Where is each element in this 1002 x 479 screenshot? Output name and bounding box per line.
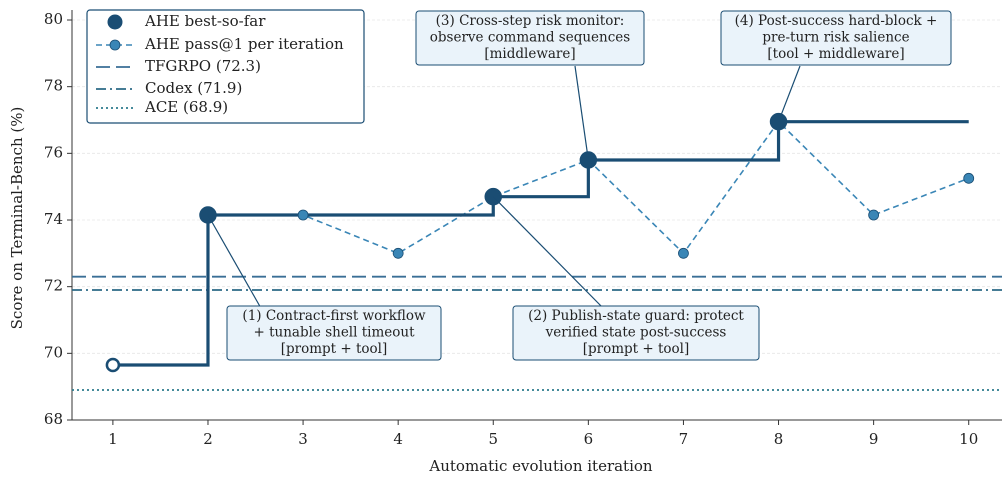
x-tick-label: 7 <box>679 430 689 448</box>
y-tick-label: 78 <box>44 77 63 95</box>
annotation-arrow <box>492 196 606 311</box>
legend-label: ACE (68.9) <box>144 98 228 116</box>
annotation-text: (2) Publish-state guard: protect <box>528 308 744 324</box>
annotation-text: observe command sequences <box>430 30 631 46</box>
annotation-text: pre-turn risk salience <box>762 30 909 46</box>
annotation-box <box>720 10 952 66</box>
x-tick-label: 2 <box>203 430 213 448</box>
legend-label: AHE pass@1 per iteration <box>144 35 344 53</box>
legend-label: TFGRPO (72.3) <box>145 57 261 75</box>
y-tick-label: 70 <box>44 343 63 361</box>
annotation-text: [tool + middleware] <box>767 46 904 62</box>
best-point <box>105 357 121 373</box>
annotation-text: [prompt + tool] <box>281 341 388 357</box>
x-tick-label: 8 <box>774 430 784 448</box>
y-tick-label: 76 <box>44 143 63 161</box>
pass-point <box>392 247 404 259</box>
annotation-text: + tunable shell timeout <box>253 325 415 341</box>
x-tick-label: 3 <box>298 430 308 448</box>
y-tick-label: 72 <box>44 277 63 295</box>
x-tick-label: 1 <box>108 430 118 448</box>
x-axis-label: Automatic evolution iteration <box>428 457 653 475</box>
pass-point <box>678 247 689 259</box>
legend-swatch <box>109 39 121 51</box>
y-tick-label: 80 <box>44 10 63 28</box>
annotation-text: [middleware] <box>484 46 575 62</box>
legend-box <box>86 9 365 124</box>
x-tick-label: 4 <box>393 430 403 448</box>
annotation-text: [prompt + tool] <box>583 341 690 357</box>
annotation-text: (3) Cross-step risk monitor: <box>436 13 625 29</box>
y-tick-label: 74 <box>44 210 63 228</box>
x-tick-label: 5 <box>488 430 498 448</box>
pass-point <box>297 209 309 221</box>
annotation-box <box>512 305 760 361</box>
annotation-text: (4) Post-success hard-block + <box>735 13 938 29</box>
pass-point <box>868 209 880 221</box>
x-tick-label: 9 <box>869 430 879 448</box>
y-tick-label: 68 <box>44 410 63 428</box>
annotation-arrow <box>207 214 263 311</box>
legend-label: Codex (71.9) <box>145 79 242 97</box>
legend-label: AHE best-so-far <box>144 12 266 30</box>
annotation-text: (1) Contract-first workflow <box>242 308 426 324</box>
annotation-arrow <box>777 65 801 122</box>
annotation-text: verified state post-success <box>545 325 727 341</box>
x-tick-label: 6 <box>584 430 594 448</box>
annotation-arrow <box>574 65 589 161</box>
y-axis-label: Score on Terminal-Bench (%) <box>8 107 26 330</box>
legend-swatch <box>107 14 123 30</box>
x-tick-label: 10 <box>959 430 978 448</box>
annotation-box <box>226 305 442 361</box>
annotation-box <box>415 10 645 66</box>
pass-point <box>963 172 975 184</box>
